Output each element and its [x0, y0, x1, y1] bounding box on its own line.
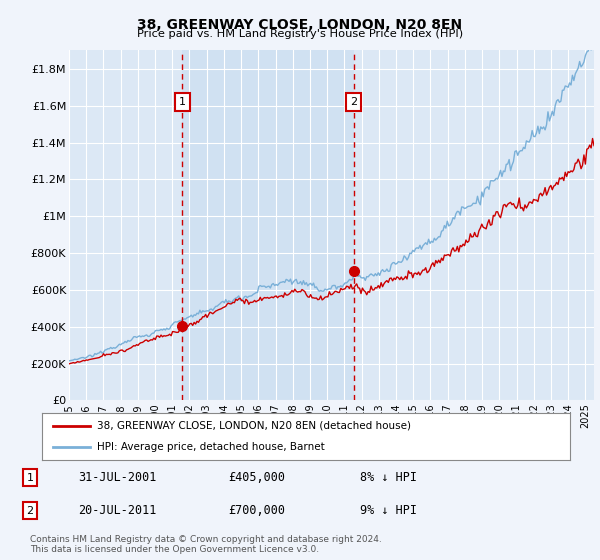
Text: 31-JUL-2001: 31-JUL-2001 [78, 471, 157, 484]
Text: £405,000: £405,000 [228, 471, 285, 484]
Text: 38, GREENWAY CLOSE, LONDON, N20 8EN (detached house): 38, GREENWAY CLOSE, LONDON, N20 8EN (det… [97, 421, 412, 431]
Text: 1: 1 [26, 473, 34, 483]
Bar [182, 50, 354, 400]
Text: £700,000: £700,000 [228, 504, 285, 517]
Text: 2: 2 [26, 506, 34, 516]
Text: HPI: Average price, detached house, Barnet: HPI: Average price, detached house, Barn… [97, 442, 325, 452]
Text: 1: 1 [179, 97, 186, 107]
Text: 38, GREENWAY CLOSE, LONDON, N20 8EN: 38, GREENWAY CLOSE, LONDON, N20 8EN [137, 18, 463, 32]
Text: 9% ↓ HPI: 9% ↓ HPI [360, 504, 417, 517]
Text: 2: 2 [350, 97, 358, 107]
Text: Contains HM Land Registry data © Crown copyright and database right 2024.
This d: Contains HM Land Registry data © Crown c… [30, 535, 382, 554]
Text: Price paid vs. HM Land Registry's House Price Index (HPI): Price paid vs. HM Land Registry's House … [137, 29, 463, 39]
Text: 8% ↓ HPI: 8% ↓ HPI [360, 471, 417, 484]
Text: 20-JUL-2011: 20-JUL-2011 [78, 504, 157, 517]
